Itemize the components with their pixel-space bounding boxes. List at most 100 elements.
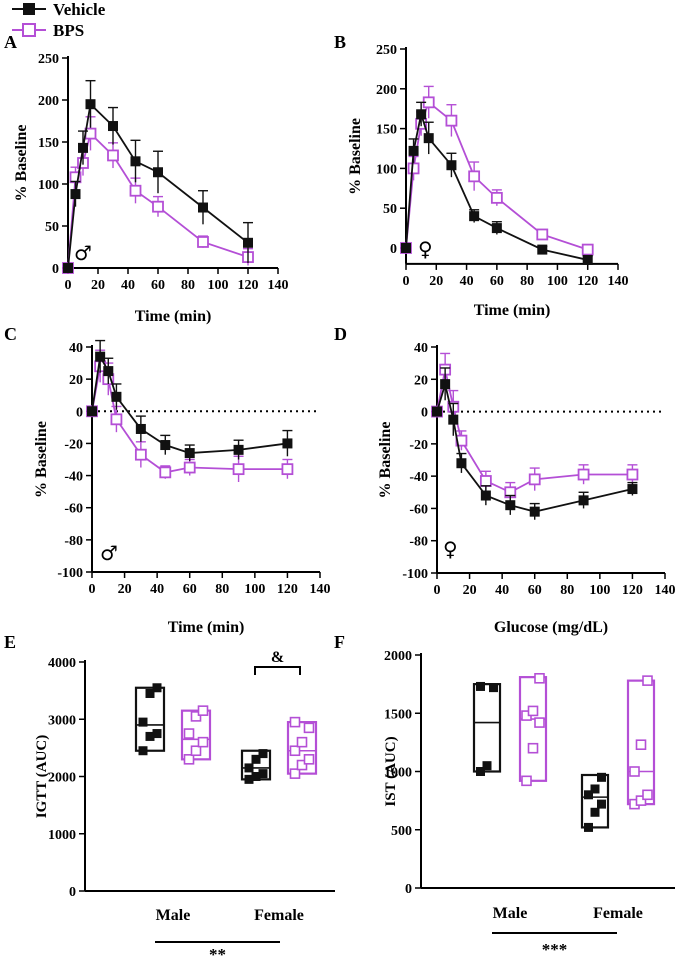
data-point-bps [445,114,458,127]
y-tick-label: -100 [402,567,428,582]
data-point-bps [110,413,123,426]
y-tick-label: 0 [421,406,428,421]
data-point-vehicle [78,142,88,153]
x-axis-title: Time (min) [474,302,551,319]
sex-symbol: ♂ [100,541,118,565]
y-tick-label: 2000 [384,649,412,664]
box-point-vehicle [251,754,261,764]
data-point-vehicle [87,406,97,417]
box-point-vehicle [138,717,148,727]
data-point-vehicle [401,243,411,253]
data-point-vehicle [408,145,419,156]
box-point-bps [190,745,202,757]
x-tick-label: 120 [577,274,598,289]
data-point-vehicle [480,490,491,501]
box-point-vehicle [258,749,268,759]
data-point-vehicle [446,160,457,171]
x-tick-label: 40 [121,278,135,293]
box-point-vehicle [145,731,155,741]
box-point-vehicle [152,683,162,693]
box-vehicle [472,683,502,773]
y-tick-label: 40 [414,341,428,356]
panel-label: B [334,32,346,52]
data-point-bps [536,228,549,241]
x-tick-label: 140 [268,278,289,293]
x-tick-label: 120 [238,278,259,293]
panel-label: D [334,324,347,344]
box-point-vehicle [597,799,606,809]
data-point-bps [581,243,594,256]
panel-D: D -100 -80 -60 -40 -20 0 20 40 0 20 40 60 80 100 120 140… [334,324,676,636]
data-point-bps [490,191,503,204]
y-tick-label: 0 [390,242,397,257]
data-point-vehicle [160,440,171,451]
data-point-vehicle [537,244,548,255]
sex-symbol: ♀ [418,237,433,261]
box-point-bps [635,795,647,806]
box-point-vehicle [476,681,485,691]
data-point-bps [232,463,245,476]
data-point-bps [183,461,196,474]
x-tick-label: 100 [589,583,610,598]
box-point-vehicle [584,822,593,832]
data-point-vehicle [582,254,593,265]
y-tick-label: 3000 [48,713,76,728]
y-tick-label: -20 [409,438,428,453]
legend-bps-label: BPS [53,21,84,40]
x-tick-label: 60 [528,583,542,598]
x-tick-label: 120 [277,582,298,597]
box-point-vehicle [584,790,593,800]
data-point-vehicle [456,458,467,469]
y-tick-label: 100 [376,162,397,177]
y-tick-label: 0 [69,885,76,900]
box-point-bps [289,768,301,779]
y-tick-label: 2000 [48,771,76,786]
box-point-bps [183,754,195,765]
data-point-bps [134,448,147,461]
data-point-bps [281,463,294,476]
data-point-bps [84,127,97,140]
box-point-bps [289,745,301,757]
x-tick-label: 0 [403,274,410,289]
data-point-vehicle [135,423,146,434]
y-axis-title: IGTT (AUC) [34,735,50,818]
x-tick-label: 100 [244,582,265,597]
data-point-bps [129,184,142,197]
panel-B: B 0 50 100 150 200 250 0 20 40 60 80 100 120 140 Time (… [334,32,629,319]
x-tick-label: 40 [460,274,474,289]
box-point-vehicle [244,774,254,784]
y-tick-label: 150 [376,123,397,138]
data-point-vehicle [63,263,73,273]
panel-label: E [4,632,16,652]
panel-A: A 0 50 100 150 200 250 0 20 40 60 80 100 120 140 Time (… [4,32,289,325]
x-axis-title: Time (min) [168,619,245,636]
x-tick-label: 40 [495,583,509,598]
x-tick-label: 140 [608,274,629,289]
y-axis-title: % Baseline [13,125,30,202]
y-tick-label: 50 [45,220,59,235]
box-point-bps [642,789,653,801]
x-tick-label: 0 [89,582,96,597]
data-point-bps [479,475,492,487]
box-point-bps [629,766,640,777]
box-point-vehicle [489,683,498,693]
x-tick-label: 140 [310,582,331,597]
data-point-vehicle [432,406,442,417]
box-point-bps [527,705,539,717]
y-tick-label: 1500 [384,707,412,722]
data-point-bps [159,466,172,479]
y-tick-label: -80 [409,535,428,550]
data-point-vehicle [627,484,638,495]
data-point-vehicle [578,495,589,506]
data-point-vehicle [184,448,195,459]
box-point-bps [197,736,209,748]
x-tick-label: 140 [655,583,676,598]
box-point-vehicle [597,772,606,782]
panel-label: F [334,632,345,652]
x-axis-title: Glucose (mg/dL) [494,619,608,636]
data-point-vehicle [416,109,427,120]
x-tick-label: 0 [434,583,441,598]
x-tick-label: 80 [181,278,195,293]
data-point-vehicle [130,156,141,167]
